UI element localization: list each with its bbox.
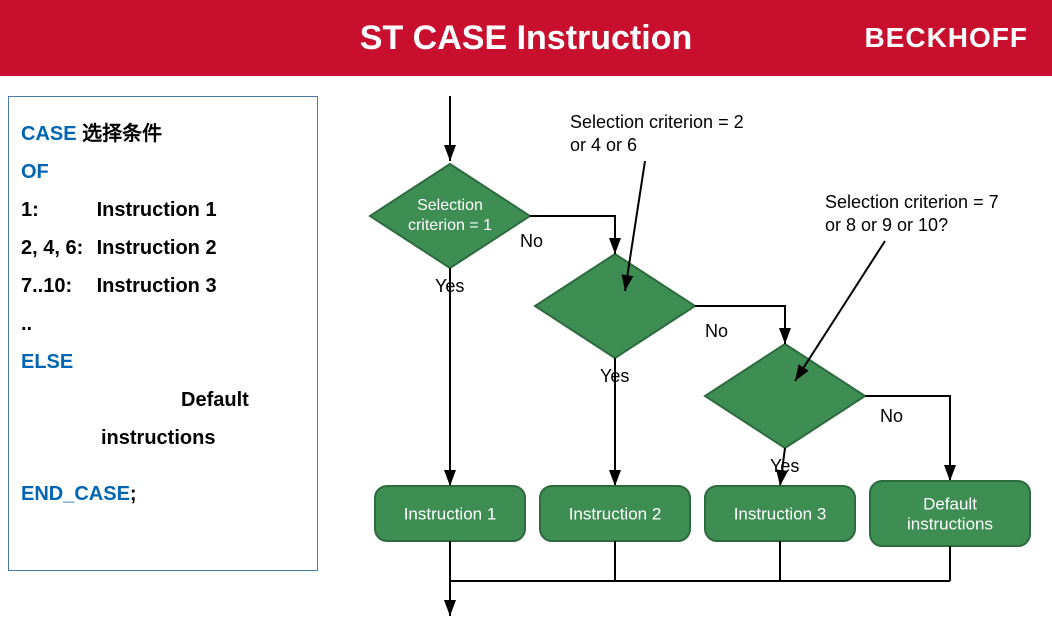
selector-2: 2, 4, 6: — [21, 229, 91, 267]
annotation-1-line2: or 4 or 6 — [570, 135, 637, 155]
annotation-2-line1: Selection criterion = 7 — [825, 192, 999, 212]
annotation-1-line1: Selection criterion = 2 — [570, 112, 744, 132]
annotation-2: Selection criterion = 7 or 8 or 9 or 10? — [825, 191, 999, 238]
case-keyword: CASE — [21, 123, 77, 145]
selector-3: 7..10: — [21, 267, 91, 305]
default-1: Default — [181, 389, 249, 411]
flowchart-svg: Selection criterion = 1 Instruction 1 Instr… — [325, 76, 1052, 636]
svg-text:Instruction 2: Instruction 2 — [569, 505, 662, 524]
instr-3: Instruction 3 — [97, 275, 217, 297]
annotation-1: Selection criterion = 2 or 4 or 6 — [570, 111, 744, 158]
svg-text:instructions: instructions — [907, 515, 993, 534]
selector-1: 1: — [21, 191, 91, 229]
semicolon: ; — [130, 483, 137, 505]
instr-2: Instruction 2 — [97, 237, 217, 259]
header-bar: ST CASE Instruction BECKHOFF — [0, 0, 1052, 76]
page-title: ST CASE Instruction — [360, 19, 692, 58]
dots: .. — [21, 313, 32, 335]
content-area: CASE 选择条件 OF 1: Instruction 1 2, 4, 6: I… — [0, 76, 1052, 641]
svg-text:criterion = 1: criterion = 1 — [408, 217, 492, 234]
svg-text:Instruction 3: Instruction 3 — [734, 505, 827, 524]
code-panel: CASE 选择条件 OF 1: Instruction 1 2, 4, 6: I… — [8, 96, 318, 571]
svg-text:Instruction 1: Instruction 1 — [404, 505, 497, 524]
else-keyword: ELSE — [21, 351, 73, 373]
brand-logo: BECKHOFF — [864, 22, 1028, 54]
case-condition: 选择条件 — [82, 123, 162, 145]
default-2: instructions — [101, 427, 215, 449]
of-keyword: OF — [21, 161, 49, 183]
flowchart-panel: Selection criterion = 1 Instruction 1 Instr… — [325, 76, 1052, 636]
svg-text:Default: Default — [923, 495, 977, 514]
endcase-keyword: END_CASE — [21, 483, 130, 505]
annotation-2-line2: or 8 or 9 or 10? — [825, 215, 948, 235]
instr-1: Instruction 1 — [97, 199, 217, 221]
svg-text:Selection: Selection — [417, 197, 483, 214]
